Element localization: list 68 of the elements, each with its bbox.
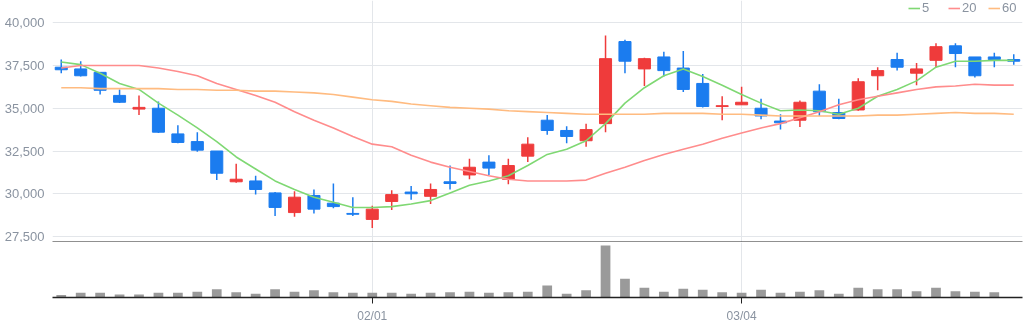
- bar: [600, 245, 611, 298]
- candlestick: [190, 131, 204, 153]
- bar: [503, 292, 514, 298]
- candlestick: [540, 114, 554, 136]
- bar: [620, 278, 630, 298]
- bar: [717, 292, 728, 298]
- bar: [231, 292, 242, 298]
- candlestick: [210, 150, 224, 181]
- candlestick: [385, 189, 399, 211]
- y-tick-label: 30,000: [4, 186, 45, 202]
- bar: [795, 291, 805, 298]
- bar: [211, 289, 222, 298]
- legend-label: 5: [922, 0, 931, 15]
- candlestick: [676, 50, 690, 93]
- candlestick: [482, 154, 496, 176]
- candlestick: [812, 83, 826, 117]
- y-tick-label: 40,000: [4, 15, 45, 31]
- bar: [678, 288, 689, 298]
- candlestick: [249, 175, 263, 196]
- bar: [270, 289, 280, 298]
- bar: [114, 294, 125, 298]
- candlestick: [948, 42, 962, 68]
- legend-label: 20: [962, 0, 978, 15]
- bar: [658, 291, 669, 298]
- bar: [872, 289, 883, 298]
- bar: [522, 291, 533, 298]
- candlestick: [424, 182, 438, 205]
- candlestick: [346, 196, 360, 217]
- y-tick-label: 32,500: [4, 143, 45, 159]
- candlestick: [715, 95, 729, 121]
- x-tick-label: 03/04: [726, 308, 757, 323]
- candlestick: [618, 39, 632, 74]
- bar: [328, 292, 339, 298]
- bar: [970, 291, 980, 298]
- candlestick: [287, 190, 302, 218]
- candlestick: [637, 57, 651, 87]
- bar: [134, 294, 144, 298]
- y-tick-label: 35,000: [4, 100, 45, 116]
- bar: [697, 289, 708, 298]
- bar: [445, 292, 455, 298]
- y-tick-label: 37,500: [4, 57, 45, 73]
- candlestick: [307, 188, 321, 215]
- bar: [931, 287, 941, 298]
- candlestick: [910, 62, 924, 86]
- candlestick: [871, 66, 885, 92]
- bar: [853, 287, 864, 298]
- candlestick: [268, 191, 282, 217]
- bar: [756, 289, 766, 298]
- candlestick: [132, 94, 146, 116]
- bar: [542, 285, 553, 298]
- candlestick: [579, 122, 593, 148]
- x-tick-label: 02/01: [357, 308, 388, 323]
- candlestick: [151, 100, 165, 134]
- candlestick: [404, 185, 418, 201]
- bar: [581, 290, 591, 298]
- bar: [309, 290, 319, 298]
- bar: [989, 292, 1000, 298]
- candlestick: [657, 51, 671, 78]
- y-tick-label: 27,500: [4, 229, 45, 245]
- candlestick: [443, 164, 457, 191]
- candlestick: [365, 204, 379, 229]
- bar: [192, 291, 203, 298]
- bar: [892, 289, 902, 298]
- candlestick: [696, 73, 710, 109]
- legend-label: 60: [1002, 0, 1018, 15]
- candlestick: [929, 42, 943, 68]
- candlestick: [521, 136, 535, 163]
- candlestick: [968, 56, 982, 79]
